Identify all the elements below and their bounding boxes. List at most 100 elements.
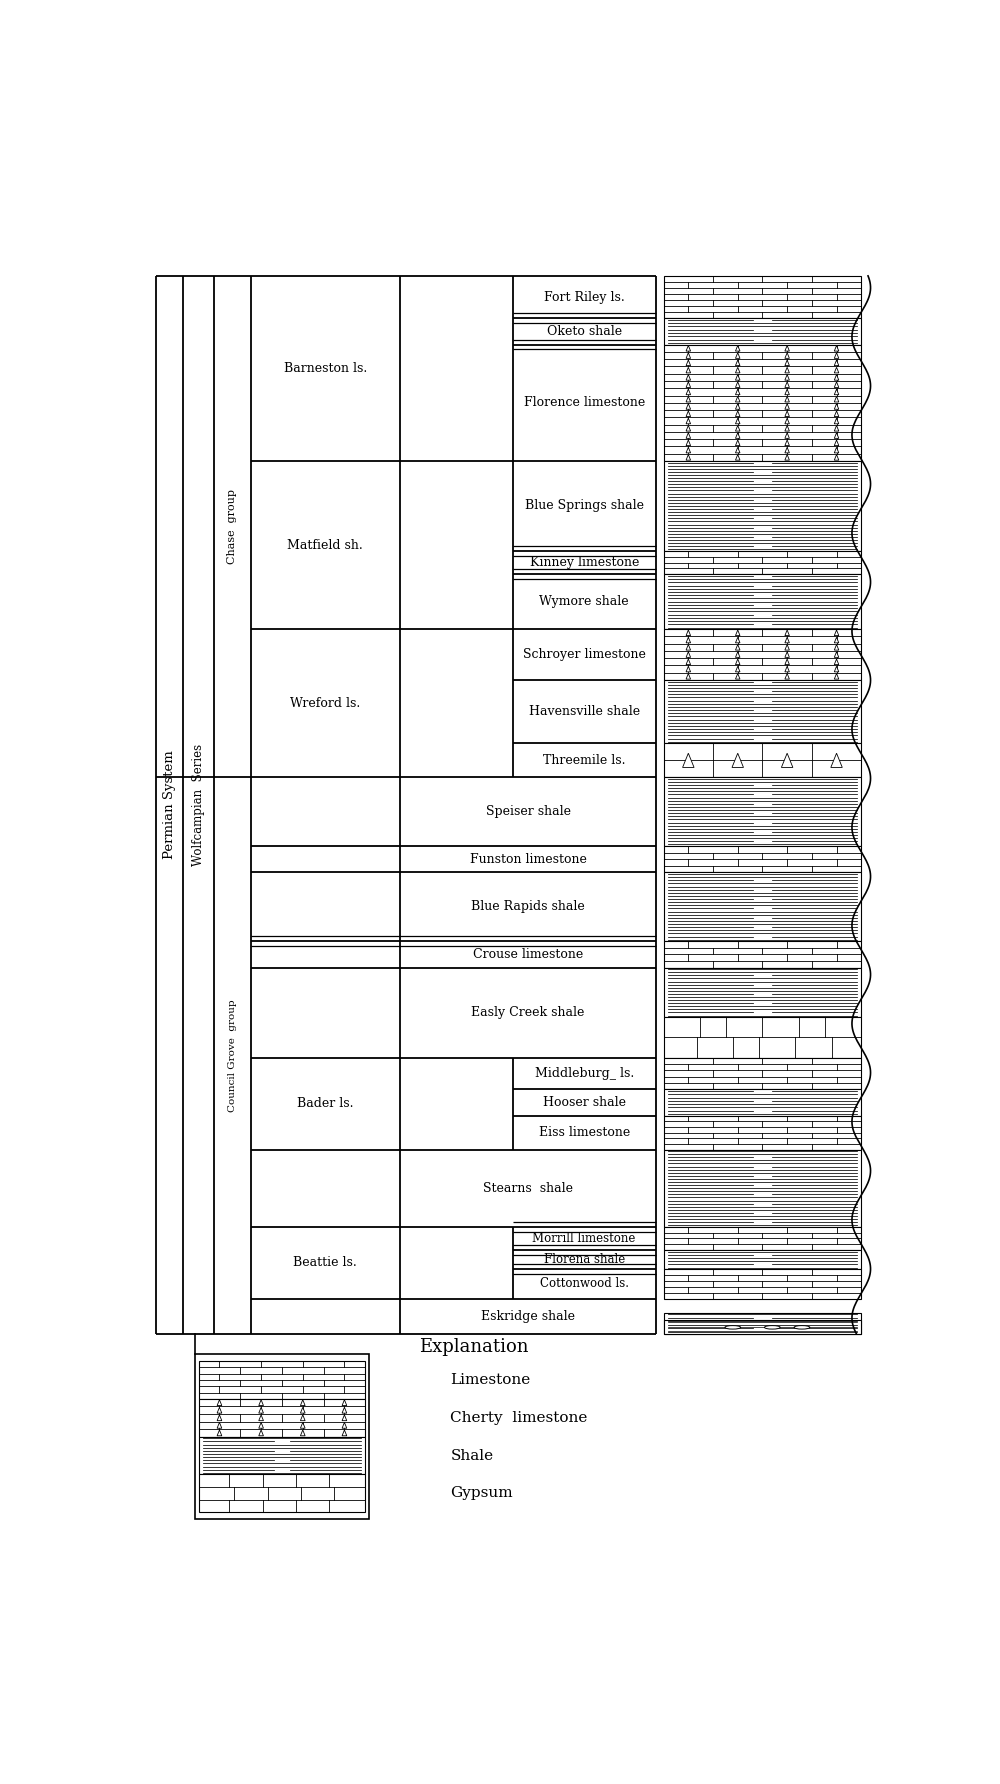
Polygon shape <box>342 1431 347 1436</box>
Polygon shape <box>834 375 839 380</box>
Ellipse shape <box>764 1326 780 1329</box>
Bar <box>664 1058 861 1090</box>
Polygon shape <box>686 403 691 409</box>
Bar <box>199 1399 365 1436</box>
Bar <box>664 551 861 574</box>
Polygon shape <box>785 674 789 680</box>
Polygon shape <box>217 1415 222 1420</box>
Polygon shape <box>732 753 743 767</box>
Polygon shape <box>735 375 740 380</box>
Polygon shape <box>686 658 691 665</box>
Polygon shape <box>834 674 839 680</box>
Text: Middleburg_ ls.: Middleburg_ ls. <box>535 1067 634 1079</box>
Polygon shape <box>259 1400 263 1406</box>
Polygon shape <box>735 674 740 680</box>
Polygon shape <box>300 1408 305 1413</box>
Polygon shape <box>735 434 740 439</box>
Polygon shape <box>735 448 740 453</box>
Polygon shape <box>785 375 789 380</box>
Polygon shape <box>683 753 694 767</box>
Bar <box>664 277 861 318</box>
Bar <box>664 1017 861 1058</box>
Polygon shape <box>342 1422 347 1429</box>
Polygon shape <box>259 1431 263 1436</box>
Polygon shape <box>785 455 789 460</box>
Polygon shape <box>834 434 839 439</box>
Polygon shape <box>785 410 789 416</box>
Bar <box>199 1474 365 1513</box>
Polygon shape <box>785 425 789 432</box>
Bar <box>664 318 861 344</box>
Bar <box>664 967 861 1017</box>
Bar <box>664 1313 861 1334</box>
Polygon shape <box>834 417 839 425</box>
Polygon shape <box>217 1408 222 1413</box>
Polygon shape <box>735 368 740 373</box>
Polygon shape <box>735 403 740 409</box>
Text: Hooser shale: Hooser shale <box>543 1095 626 1110</box>
Polygon shape <box>686 651 691 657</box>
Text: Threemile ls.: Threemile ls. <box>543 755 625 767</box>
Polygon shape <box>686 644 691 649</box>
Polygon shape <box>300 1431 305 1436</box>
Bar <box>664 574 861 630</box>
Polygon shape <box>735 637 740 642</box>
Polygon shape <box>834 658 839 665</box>
Text: Florence limestone: Florence limestone <box>524 396 645 409</box>
Polygon shape <box>785 434 789 439</box>
Polygon shape <box>785 665 789 673</box>
Text: Oketo shale: Oketo shale <box>547 325 622 337</box>
Bar <box>195 1354 369 1520</box>
Bar <box>664 344 861 460</box>
Text: Permian System: Permian System <box>163 751 176 860</box>
Bar <box>664 460 861 551</box>
Bar <box>664 1268 861 1299</box>
Polygon shape <box>781 753 793 767</box>
Polygon shape <box>834 346 839 351</box>
Polygon shape <box>686 637 691 642</box>
Text: Wolfcampian  Series: Wolfcampian Series <box>192 744 205 865</box>
Polygon shape <box>735 382 740 387</box>
Text: Shale: Shale <box>450 1449 494 1463</box>
Polygon shape <box>735 346 740 351</box>
Polygon shape <box>735 353 740 359</box>
Polygon shape <box>300 1400 305 1406</box>
Polygon shape <box>785 637 789 642</box>
Bar <box>664 630 861 680</box>
Text: Speiser shale: Speiser shale <box>486 805 570 819</box>
Bar <box>664 744 861 778</box>
Polygon shape <box>300 1422 305 1429</box>
Polygon shape <box>342 1415 347 1420</box>
Polygon shape <box>785 630 789 635</box>
Polygon shape <box>686 448 691 453</box>
Polygon shape <box>785 448 789 453</box>
Polygon shape <box>217 1422 222 1429</box>
Bar <box>664 1227 861 1251</box>
Polygon shape <box>831 753 842 767</box>
Polygon shape <box>686 375 691 380</box>
Polygon shape <box>834 651 839 657</box>
Polygon shape <box>300 1415 305 1420</box>
Ellipse shape <box>794 1326 810 1329</box>
Polygon shape <box>686 665 691 673</box>
Text: Wymore shale: Wymore shale <box>539 596 629 608</box>
Bar <box>664 942 861 967</box>
Text: Cherty  limestone: Cherty limestone <box>450 1411 588 1425</box>
Text: Morrill limestone: Morrill limestone <box>532 1233 636 1245</box>
Bar <box>664 680 861 744</box>
Polygon shape <box>259 1422 263 1429</box>
Bar <box>664 872 861 942</box>
Text: Easly Creek shale: Easly Creek shale <box>471 1006 585 1019</box>
Polygon shape <box>834 665 839 673</box>
Polygon shape <box>834 396 839 401</box>
Polygon shape <box>686 674 691 680</box>
Polygon shape <box>834 630 839 635</box>
Polygon shape <box>686 630 691 635</box>
Polygon shape <box>735 441 740 446</box>
Polygon shape <box>785 346 789 351</box>
Polygon shape <box>735 644 740 649</box>
Polygon shape <box>735 425 740 432</box>
Polygon shape <box>834 368 839 373</box>
Polygon shape <box>785 360 789 366</box>
Text: Eiss limestone: Eiss limestone <box>539 1126 630 1140</box>
